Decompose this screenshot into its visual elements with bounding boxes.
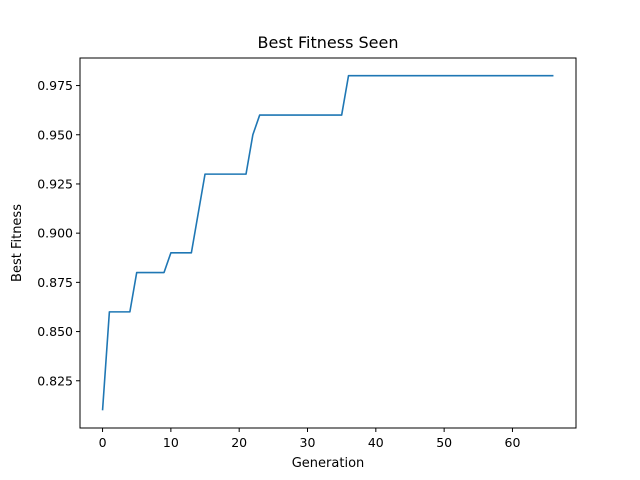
- x-tick-label: 50: [436, 435, 452, 450]
- x-tick-label: 40: [368, 435, 384, 450]
- x-tick-label: 0: [99, 435, 107, 450]
- x-axis-label: Generation: [292, 456, 365, 471]
- plot-frame: [79, 57, 577, 429]
- y-tick-label: 0.875: [37, 275, 73, 290]
- x-tick-label: 20: [231, 435, 247, 450]
- y-tick-label: 0.975: [37, 78, 73, 93]
- plot-series: [101, 74, 554, 411]
- y-tick-label: 0.850: [37, 324, 73, 339]
- y-tick-label: 0.825: [37, 373, 73, 388]
- x-tick-label: 30: [300, 435, 316, 450]
- y-axis-label: Best Fitness: [10, 204, 25, 282]
- y-tick-label: 0.900: [37, 226, 73, 241]
- series-line: [101, 74, 554, 411]
- x-axis-ticks: 0 10 20 30 40 50 60: [99, 428, 521, 450]
- y-tick-label: 0.950: [37, 127, 73, 142]
- y-tick-label: 0.925: [37, 176, 73, 191]
- y-axis-ticks: 0.825 0.850 0.875 0.900 0.925 0.950 0.975: [37, 78, 80, 388]
- chart-title: Best Fitness Seen: [258, 33, 399, 52]
- x-tick-label: 10: [163, 435, 179, 450]
- x-tick-label: 60: [505, 435, 521, 450]
